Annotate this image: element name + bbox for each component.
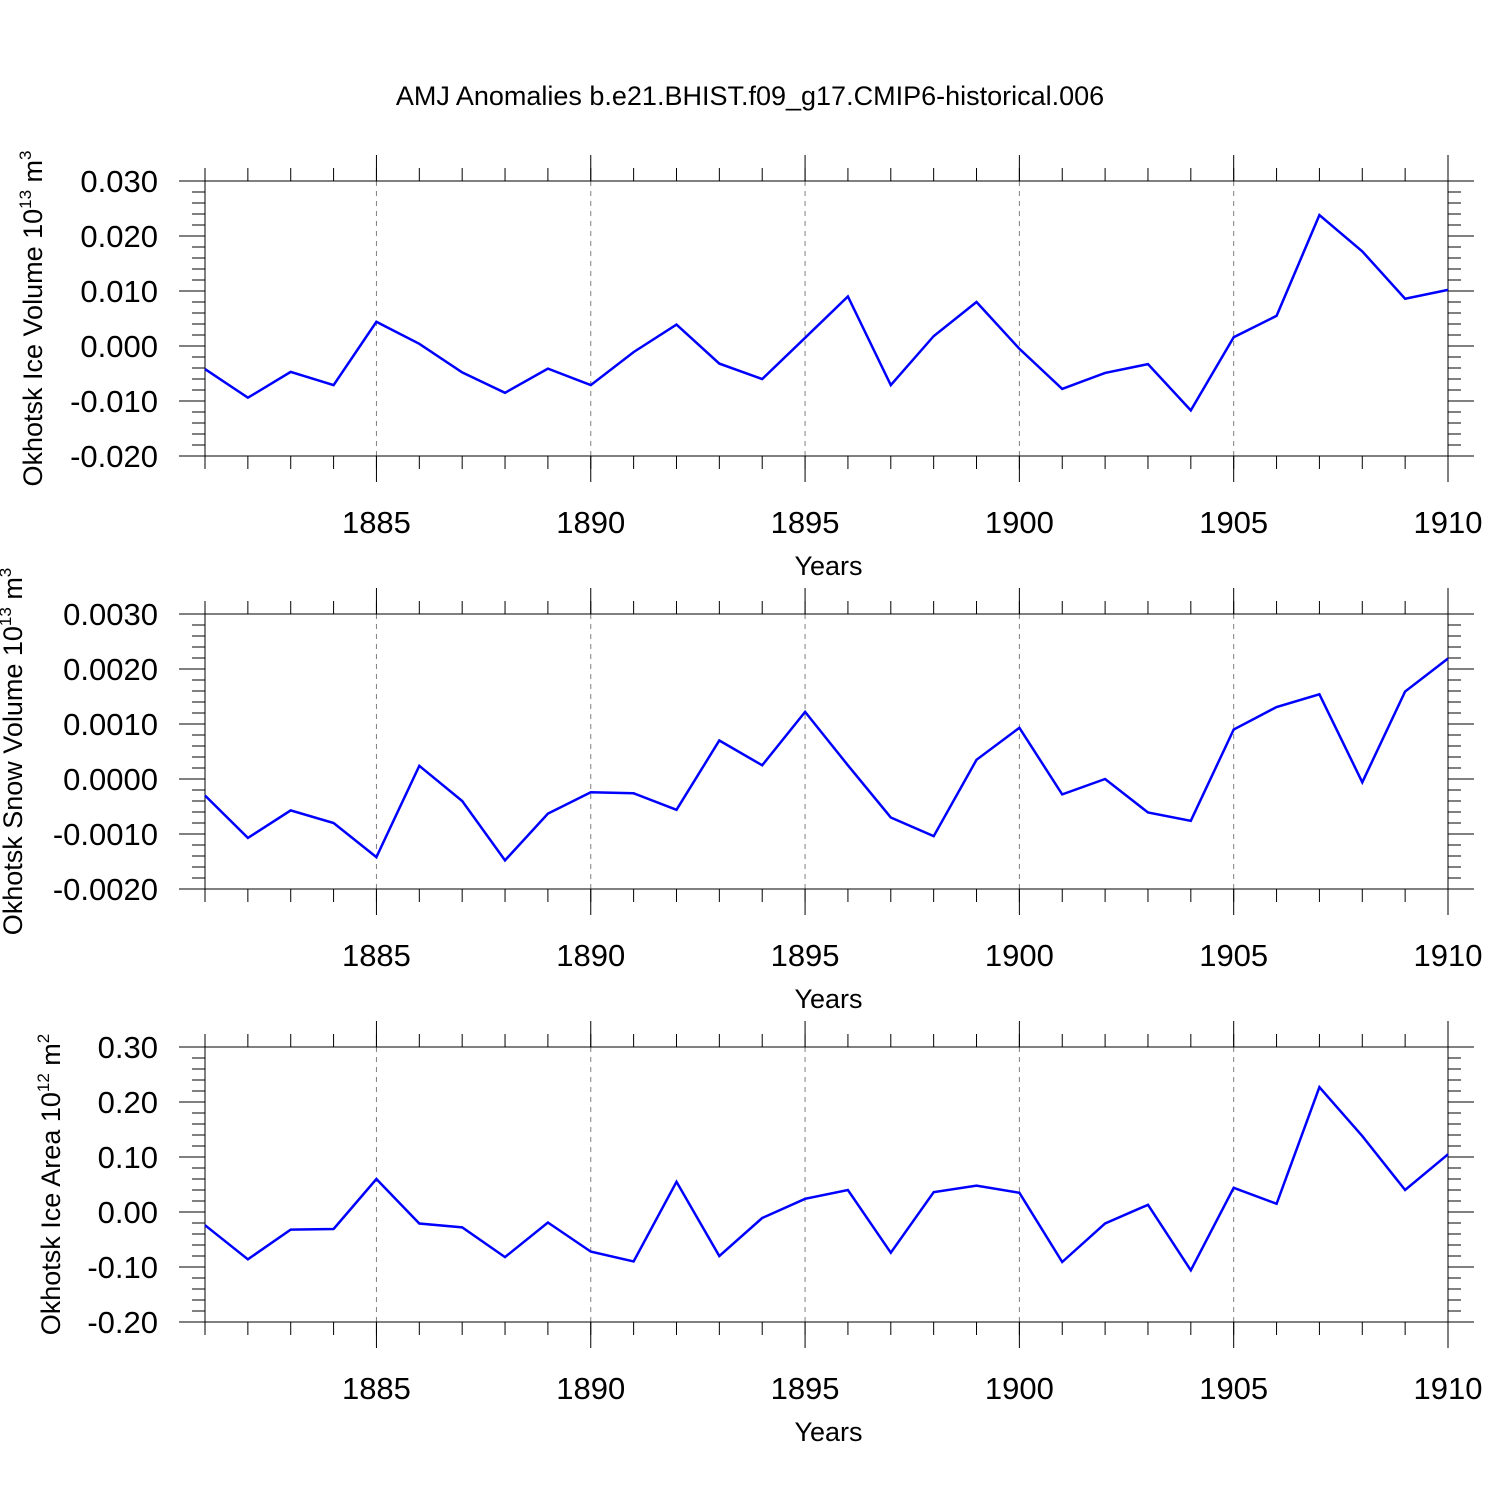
- series-line: [204, 213, 1449, 413]
- y-tick-label: -0.0020: [53, 872, 158, 907]
- x-tick-label: 1885: [342, 1371, 411, 1406]
- y-tick-label: -0.0010: [53, 817, 158, 852]
- y-tick-label: 0.010: [80, 274, 158, 309]
- y-tick-label: 0.0030: [63, 597, 158, 632]
- y-tick-label: 0.0020: [63, 652, 158, 687]
- plot-frame: [204, 1046, 1449, 1323]
- y-tick-label: 0.00: [98, 1195, 158, 1230]
- y-axis-label: Okhotsk Ice Area 1012 m2: [34, 1034, 66, 1336]
- x-tick-label: 1905: [1199, 938, 1268, 973]
- series-line: [204, 657, 1449, 863]
- x-tick-label: 1895: [771, 1371, 840, 1406]
- y-tick-label: 0.000: [80, 329, 158, 364]
- panel-2: 1885 1890 1895 1900 1905 1910 -0.0020 -0.0010 0.…: [0, 568, 1482, 1014]
- plot-frame: [204, 180, 1449, 457]
- y-tick-label: -0.20: [87, 1305, 158, 1340]
- y-tick-label: 0.30: [98, 1030, 158, 1065]
- x-tick-label: 1900: [985, 1371, 1054, 1406]
- y-tick-label: -0.020: [70, 439, 158, 474]
- y-tick-label: 0.030: [80, 164, 158, 199]
- y-tick-label: 0.10: [98, 1140, 158, 1175]
- x-tick-label: 1885: [342, 505, 411, 540]
- x-tick-label: 1900: [985, 938, 1054, 973]
- x-tick-label: 1905: [1199, 505, 1268, 540]
- x-axis-label: Years: [794, 984, 862, 1014]
- y-tick-label: 0.0000: [63, 762, 158, 797]
- panel-1: 1885 1890 1895 1900 1905 1910 -0.020 -0.010 0.00…: [16, 150, 1482, 581]
- y-tick-label: 0.20: [98, 1085, 158, 1120]
- x-tick-label: 1910: [1414, 1371, 1483, 1406]
- x-tick-label: 1910: [1414, 505, 1483, 540]
- y-tick-label: 0.020: [80, 219, 158, 254]
- y-tick-label: -0.010: [70, 384, 158, 419]
- y-tick-label: -0.10: [87, 1250, 158, 1285]
- x-tick-label: 1905: [1199, 1371, 1268, 1406]
- y-axis-label: Okhotsk Ice Volume 1013 m3: [16, 150, 48, 486]
- x-tick-label: 1885: [342, 938, 411, 973]
- chart-title: AMJ Anomalies b.e21.BHIST.f09_g17.CMIP6-…: [396, 81, 1104, 111]
- x-axis-label: Years: [794, 551, 862, 581]
- y-tick-label: 0.0010: [63, 707, 158, 742]
- x-tick-label: 1890: [556, 938, 625, 973]
- x-tick-label: 1910: [1414, 938, 1483, 973]
- x-tick-label: 1890: [556, 505, 625, 540]
- panel-3: 1885 1890 1895 1900 1905 1910 -0.20 -0.10 0.00 0.…: [34, 1021, 1482, 1447]
- x-tick-label: 1890: [556, 1371, 625, 1406]
- x-tick-label: 1895: [771, 938, 840, 973]
- series-line: [204, 1084, 1449, 1273]
- x-tick-label: 1895: [771, 505, 840, 540]
- y-axis-label: Okhotsk Snow Volume 1013 m3: [0, 568, 28, 936]
- x-axis-label: Years: [794, 1417, 862, 1447]
- plot-frame: [204, 613, 1449, 890]
- x-tick-label: 1900: [985, 505, 1054, 540]
